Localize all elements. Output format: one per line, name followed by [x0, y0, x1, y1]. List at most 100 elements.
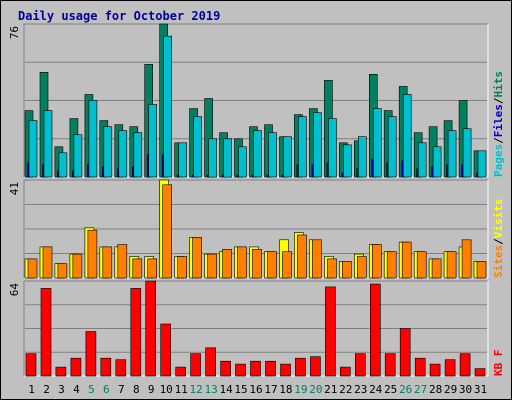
x-tick-label: 4: [73, 383, 80, 396]
bar-pages-day-21: [328, 118, 337, 178]
x-tick-label: 18: [279, 383, 292, 396]
y-axis-max-label: 76: [8, 26, 21, 39]
bar-sites-day-21: [327, 258, 337, 279]
bar-sites-day-19: [297, 234, 307, 279]
x-tick-label: 31: [474, 383, 487, 396]
bar-sites-day-29: [446, 251, 457, 279]
bar-sites-day-20: [312, 239, 322, 279]
bar-pages-day-23: [357, 136, 367, 178]
legend-entry: Pages: [492, 144, 505, 177]
x-tick-label: 26: [399, 383, 412, 396]
bar-pages-day-12: [193, 116, 202, 178]
bar-kb-f-day-13: [205, 347, 216, 377]
bar-pages-day-14: [223, 138, 232, 178]
bar-pages-day-6: [103, 126, 113, 178]
x-tick-label: 17: [264, 383, 277, 396]
legend: KB F: [492, 350, 505, 377]
x-tick-label: 21: [324, 383, 337, 396]
bar-sites-day-12: [192, 237, 202, 279]
bar-pages-day-19: [298, 116, 307, 178]
bar-pages-day-13: [208, 138, 217, 178]
bar-kb-f-day-16: [250, 360, 261, 377]
bar-pages-day-25: [387, 116, 397, 178]
x-tick-label: 24: [369, 383, 383, 396]
bar-kb-f-day-15: [235, 363, 246, 377]
bar-pages-day-1: [28, 120, 38, 178]
x-tick-label: 3: [58, 383, 65, 396]
bar-kb-f-day-30: [459, 353, 471, 377]
x-tick-label: 23: [354, 383, 367, 396]
bar-sites-day-5: [87, 229, 98, 279]
bar-sites-day-28: [431, 258, 442, 279]
bar-kb-f-day-21: [325, 286, 336, 377]
bar-sites-day-8: [132, 258, 143, 279]
legend: Pages/Files/Hits: [492, 71, 505, 177]
bar-pages-day-8: [133, 132, 143, 178]
x-tick-label: 10: [160, 383, 173, 396]
x-tick-label: 14: [219, 383, 233, 396]
bar-kb-f-day-5: [85, 331, 97, 377]
legend: Sites/Visits: [492, 199, 505, 279]
bar-pages-day-20: [313, 112, 322, 178]
bar-kb-f-day-10: [160, 323, 171, 377]
bar-pages-day-7: [118, 130, 128, 178]
y-axis-max-label: 41: [8, 182, 21, 195]
bar-sites-day-11: [177, 256, 187, 279]
bar-pages-day-27: [417, 142, 427, 178]
bar-sites-day-23: [356, 256, 367, 279]
x-tick-label: 22: [339, 383, 352, 396]
bar-pages-day-30: [462, 128, 472, 178]
legend-entry: /: [492, 137, 505, 144]
chart-title: Daily usage for October 2019: [18, 9, 220, 23]
bar-kb-f-day-20: [310, 356, 321, 377]
legend-entry: KB F: [492, 350, 505, 377]
x-tick-label: 9: [148, 383, 155, 396]
legend-entry: Visits: [492, 199, 505, 239]
bar-kb-f-day-3: [55, 366, 67, 377]
bar-sites-day-17: [267, 251, 277, 279]
bar-kb-f-day-7: [115, 359, 127, 377]
bar-kb-f-day-23: [354, 353, 366, 377]
bar-kb-f-day-19: [295, 357, 306, 377]
bar-pages-day-26: [402, 94, 412, 178]
legend-entry: Files: [492, 104, 505, 137]
bar-pages-day-4: [73, 134, 83, 178]
bar-sites-day-3: [57, 263, 68, 279]
bar-pages-day-15: [238, 146, 247, 178]
panel-edge-dark: [23, 179, 488, 278]
bar-kb-f-day-14: [220, 360, 231, 377]
bar-pages-day-16: [253, 130, 262, 178]
bar-pages-day-3: [58, 152, 68, 178]
bar-sites-day-13: [207, 253, 217, 279]
x-tick-label: 7: [118, 383, 125, 396]
bar-kb-f-day-24: [369, 283, 381, 377]
bar-kb-f-day-12: [190, 353, 201, 377]
x-tick-label: 8: [133, 383, 140, 396]
bar-kb-f-day-25: [384, 353, 396, 377]
x-tick-label: 2: [43, 383, 50, 396]
bar-sites-day-15: [237, 246, 247, 279]
x-tick-label: 20: [309, 383, 322, 396]
x-tick-label: 29: [444, 383, 457, 396]
bar-kb-f-day-1: [25, 353, 37, 377]
x-tick-label: 13: [204, 383, 217, 396]
bar-sites-day-31: [476, 260, 487, 279]
bar-kb-f-day-6: [100, 357, 112, 377]
bar-sites-day-18: [282, 251, 292, 279]
bar-kb-f-day-2: [40, 288, 52, 377]
bar-sites-day-14: [222, 249, 232, 279]
bar-sites-day-4: [72, 253, 83, 279]
x-tick-label: 30: [459, 383, 472, 396]
x-tick-label: 27: [414, 383, 427, 396]
bar-kb-f-day-29: [444, 359, 456, 377]
bar-pages-day-10: [163, 35, 172, 178]
x-tick-label: 1: [28, 383, 35, 396]
bar-pages-day-17: [268, 132, 277, 178]
x-tick-label: 28: [429, 383, 442, 396]
bar-pages-day-24: [372, 108, 382, 178]
bar-sites-day-26: [401, 241, 412, 279]
bar-sites-day-27: [416, 251, 427, 279]
panel-edge-dark: [23, 23, 488, 177]
bar-kb-f-day-31: [474, 368, 486, 377]
